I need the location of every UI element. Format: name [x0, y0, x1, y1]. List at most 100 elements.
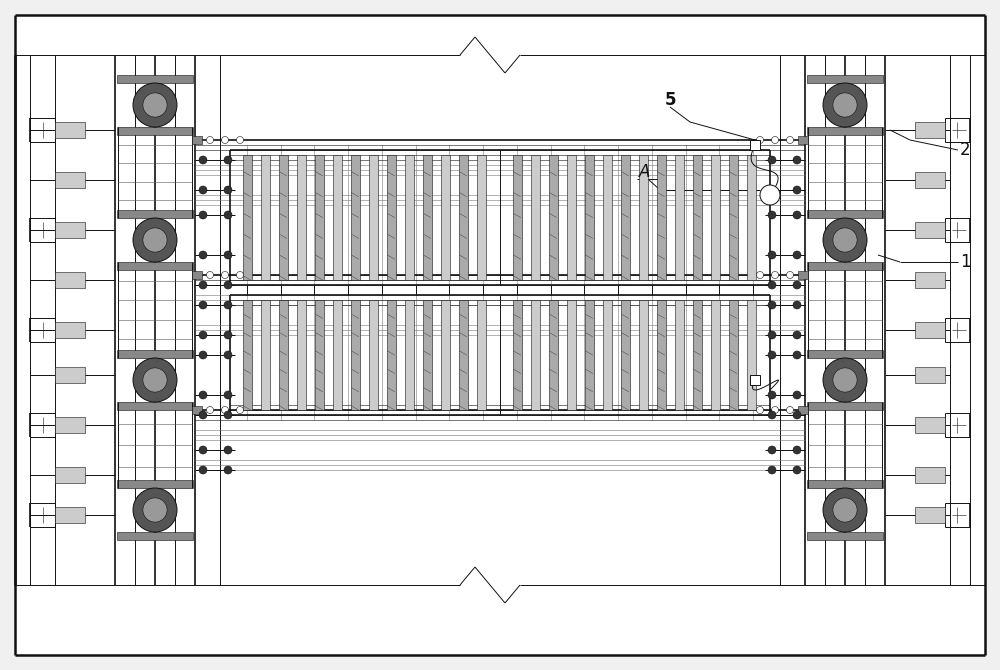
- Bar: [915, 417, 945, 433]
- Circle shape: [143, 228, 167, 252]
- Bar: [243, 300, 252, 410]
- Bar: [798, 271, 808, 279]
- Circle shape: [199, 466, 207, 474]
- Circle shape: [224, 186, 232, 194]
- Bar: [675, 300, 684, 410]
- Circle shape: [768, 331, 776, 339]
- Circle shape: [793, 351, 801, 359]
- Circle shape: [786, 271, 794, 279]
- Bar: [807, 262, 883, 270]
- Bar: [915, 322, 945, 338]
- Circle shape: [224, 466, 232, 474]
- Circle shape: [222, 271, 229, 279]
- Circle shape: [768, 281, 776, 289]
- Circle shape: [224, 411, 232, 419]
- Circle shape: [768, 186, 776, 194]
- Circle shape: [772, 407, 778, 413]
- Bar: [915, 467, 945, 483]
- Bar: [261, 155, 270, 280]
- Bar: [693, 300, 702, 410]
- Circle shape: [237, 407, 244, 413]
- Bar: [711, 300, 720, 410]
- Bar: [513, 300, 522, 410]
- Circle shape: [224, 211, 232, 219]
- Bar: [351, 155, 360, 280]
- Bar: [459, 155, 468, 280]
- Circle shape: [823, 358, 867, 402]
- Bar: [750, 140, 760, 150]
- Bar: [567, 300, 576, 410]
- Bar: [807, 532, 883, 540]
- Circle shape: [768, 391, 776, 399]
- Bar: [243, 155, 252, 280]
- Circle shape: [772, 137, 778, 143]
- Bar: [297, 300, 306, 410]
- Circle shape: [833, 368, 857, 392]
- Bar: [55, 272, 85, 288]
- Circle shape: [768, 156, 776, 164]
- Circle shape: [222, 407, 229, 413]
- Bar: [798, 136, 808, 144]
- Bar: [807, 210, 883, 218]
- Text: 2: 2: [960, 141, 971, 159]
- Bar: [657, 155, 666, 280]
- Circle shape: [833, 93, 857, 117]
- Bar: [55, 322, 85, 338]
- Circle shape: [793, 466, 801, 474]
- Circle shape: [793, 211, 801, 219]
- Circle shape: [793, 281, 801, 289]
- Bar: [192, 406, 202, 414]
- Circle shape: [793, 186, 801, 194]
- Bar: [585, 155, 594, 280]
- Bar: [333, 155, 342, 280]
- Bar: [807, 402, 883, 410]
- Circle shape: [823, 83, 867, 127]
- Circle shape: [793, 301, 801, 309]
- Bar: [117, 75, 193, 83]
- Bar: [531, 155, 540, 280]
- Circle shape: [823, 488, 867, 532]
- Circle shape: [757, 137, 764, 143]
- Bar: [513, 155, 522, 280]
- Bar: [639, 300, 648, 410]
- Bar: [621, 300, 630, 410]
- Bar: [531, 300, 540, 410]
- Circle shape: [224, 281, 232, 289]
- Bar: [351, 300, 360, 410]
- Circle shape: [768, 251, 776, 259]
- Circle shape: [224, 391, 232, 399]
- Bar: [807, 127, 883, 135]
- Circle shape: [768, 411, 776, 419]
- Text: 5: 5: [664, 91, 676, 109]
- Circle shape: [224, 301, 232, 309]
- Circle shape: [833, 228, 857, 252]
- Circle shape: [793, 331, 801, 339]
- Circle shape: [768, 301, 776, 309]
- Bar: [459, 300, 468, 410]
- Circle shape: [207, 137, 214, 143]
- Bar: [423, 155, 432, 280]
- Bar: [807, 350, 883, 358]
- Circle shape: [133, 218, 177, 262]
- Bar: [405, 300, 414, 410]
- Bar: [117, 480, 193, 488]
- Bar: [807, 75, 883, 83]
- Circle shape: [768, 351, 776, 359]
- Bar: [639, 155, 648, 280]
- Circle shape: [143, 368, 167, 392]
- Bar: [405, 155, 414, 280]
- Circle shape: [199, 301, 207, 309]
- Circle shape: [199, 156, 207, 164]
- Bar: [192, 136, 202, 144]
- Circle shape: [199, 411, 207, 419]
- Bar: [192, 271, 202, 279]
- Bar: [55, 222, 85, 238]
- Circle shape: [786, 407, 794, 413]
- Circle shape: [199, 186, 207, 194]
- Bar: [915, 367, 945, 383]
- Circle shape: [793, 156, 801, 164]
- Bar: [279, 155, 288, 280]
- Bar: [117, 532, 193, 540]
- Circle shape: [793, 446, 801, 454]
- Bar: [915, 507, 945, 523]
